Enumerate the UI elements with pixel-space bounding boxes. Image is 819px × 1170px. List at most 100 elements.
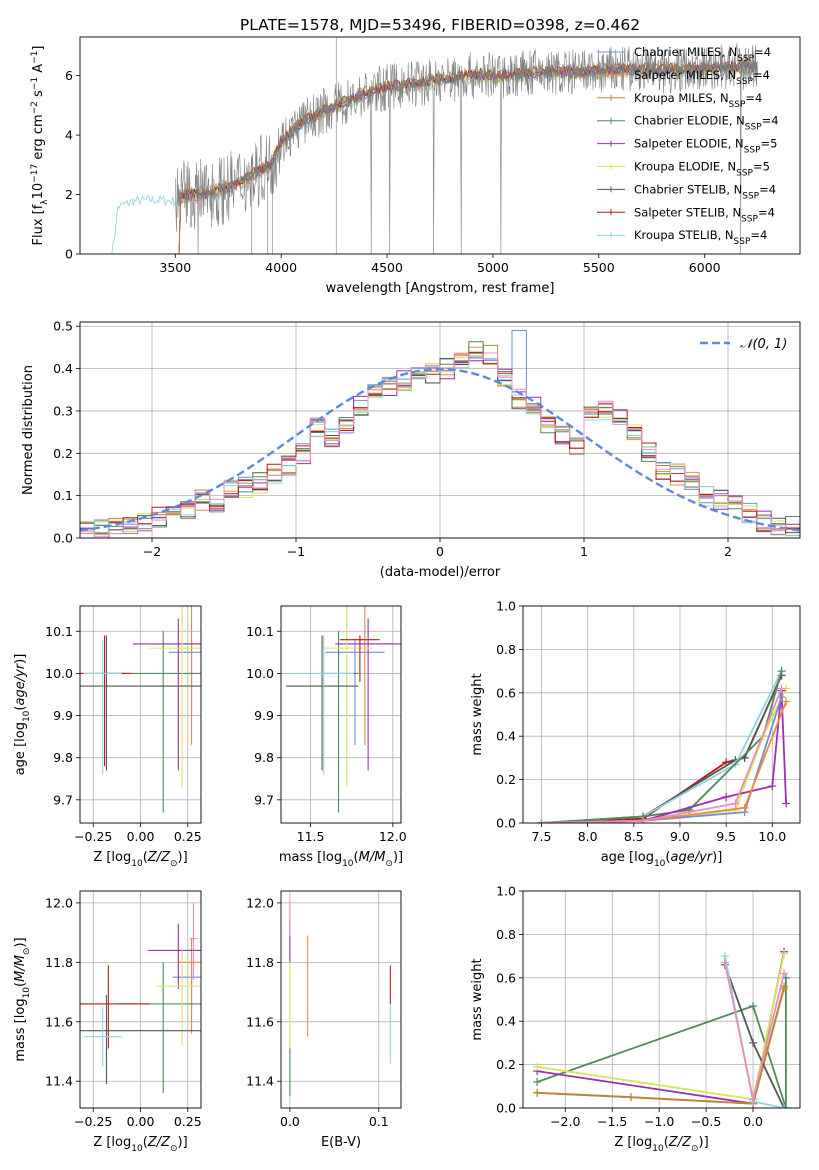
- panel-ebv_mass: 0.0 0.1 11.4 11.6 11.8 12.0 E(B-V): [246, 890, 402, 1150]
- x-tick-label: 0.0: [280, 1114, 300, 1129]
- panel-z_age: −0.25 0.00 0.25 9.7 9.8 9.9 10.0 10.1 Z [log10(Z…: [13, 605, 202, 869]
- plot-area-age_weight: [537, 667, 791, 823]
- axes-frame: [79, 36, 801, 255]
- y-tick-label: 0.8: [496, 927, 516, 942]
- y-tick-label: 11.8: [45, 955, 73, 970]
- x-tick-label: 9.5: [716, 829, 736, 844]
- x-tick-label: 0: [436, 544, 444, 559]
- y-axis-label: age [log10(age/yr)]: [13, 654, 32, 776]
- y-tick-label: 0.6: [496, 685, 516, 700]
- x-tick-label: −1.5: [597, 1114, 627, 1129]
- y-tick-label: 1.0: [496, 599, 516, 614]
- x-tick-label: −0.5: [691, 1114, 721, 1129]
- y-axis-label: mass weight: [470, 958, 485, 1040]
- x-axis-label: E(B-V): [321, 1135, 361, 1150]
- y-tick-label: 1.0: [496, 884, 516, 899]
- y-tick-label: 0.4: [496, 1014, 516, 1029]
- y-tick-label: 10.0: [246, 666, 274, 681]
- legend-label: Chabrier MILES, NSSP=4: [634, 45, 771, 64]
- y-tick-label: 0.6: [496, 970, 516, 985]
- y-tick-label: 0.2: [53, 446, 73, 461]
- y-tick-label: 11.6: [45, 1014, 73, 1029]
- y-axis-label: Flux [fλ10−17 erg cm−2 s−1 A−1]: [30, 46, 50, 246]
- x-tick-label: 9.0: [670, 829, 690, 844]
- x-tick-label: 8.5: [624, 829, 644, 844]
- y-tick-label: 0.2: [496, 1057, 516, 1072]
- x-axis-label: (data-model)/error: [380, 565, 501, 580]
- x-tick-label: 0.25: [174, 1114, 202, 1129]
- x-tick-label: 11.5: [297, 829, 325, 844]
- legend-label: Kroupa ELODIE, NSSP=5: [634, 160, 770, 179]
- x-tick-label: 0.00: [127, 1114, 155, 1129]
- x-tick-label: 4000: [265, 260, 297, 275]
- x-axis-label: Z [log10(Z/Z⊙)]: [93, 1135, 187, 1154]
- plot-area-spectrum: [111, 37, 758, 254]
- x-axis-label: Z [log10(Z/Z⊙)]: [614, 1135, 708, 1154]
- weight-line: [541, 688, 783, 823]
- figure-title: PLATE=1578, MJD=53496, FIBERID=0398, z=0…: [240, 16, 640, 34]
- y-axis-label: Normed distribution: [21, 365, 36, 495]
- y-tick-label: 0.2: [496, 772, 516, 787]
- y-tick-label: 11.4: [45, 1074, 73, 1089]
- y-tick-label: 9.9: [53, 708, 73, 723]
- x-tick-label: 0.0: [743, 1114, 763, 1129]
- x-axis-label: wavelength [Angstrom, rest frame]: [326, 281, 555, 296]
- y-tick-label: 4: [65, 128, 73, 143]
- legend-label: 𝒩(0, 1): [740, 337, 787, 352]
- y-tick-label: 0.8: [496, 642, 516, 657]
- axes-frame: [522, 605, 801, 824]
- plot-area-z_age: [80, 606, 201, 813]
- y-axis-label: mass weight: [470, 673, 485, 755]
- x-tick-label: 8.0: [578, 829, 598, 844]
- y-tick-label: 12.0: [246, 895, 274, 910]
- y-tick-label: 0.0: [53, 531, 73, 546]
- x-tick-label: 6000: [689, 260, 721, 275]
- plot-area-mass_age: [285, 606, 401, 813]
- x-tick-label: 5500: [583, 260, 615, 275]
- y-tick-label: 0.1: [53, 488, 73, 503]
- x-tick-label: −2.0: [550, 1114, 580, 1129]
- x-tick-label: −2: [143, 544, 161, 559]
- axes-frame: [280, 605, 402, 824]
- x-tick-label: 4500: [371, 260, 403, 275]
- y-tick-label: 10.1: [45, 624, 73, 639]
- legend-label: Salpeter MILES, NSSP=4: [634, 68, 770, 87]
- residual-histogram: [80, 352, 800, 537]
- weight-line: [536, 977, 787, 1108]
- normal-curve: [80, 367, 800, 532]
- y-tick-label: 0.0: [496, 1101, 516, 1116]
- y-tick-label: 9.7: [254, 792, 274, 807]
- x-tick-label: 1: [580, 544, 588, 559]
- y-tick-label: 11.4: [246, 1074, 274, 1089]
- x-axis-label: Z [log10(Z/Z⊙)]: [93, 850, 187, 869]
- y-tick-label: 11.8: [246, 955, 274, 970]
- y-tick-label: 10.0: [45, 666, 73, 681]
- x-tick-label: 0.1: [369, 1114, 389, 1129]
- x-axis-label: mass [log10(M/M⊙)]: [279, 850, 403, 869]
- plot-area-z_mass: [80, 902, 201, 1094]
- x-axis-label: age [log10(age/yr)]: [601, 850, 723, 869]
- x-tick-label: 3500: [159, 260, 191, 275]
- x-tick-label: 7.5: [532, 829, 552, 844]
- x-tick-label: 2: [724, 544, 732, 559]
- x-tick-label: 10.0: [758, 829, 786, 844]
- panel-residuals: −2 −1 0 1 2 0.0 0.1 0.2 0.3 0.4 0.5 𝒩(0, 1) (data-mo…: [21, 319, 801, 580]
- y-tick-label: 0: [65, 247, 73, 262]
- axes-frame: [280, 890, 402, 1109]
- y-tick-label: 11.6: [246, 1014, 274, 1029]
- x-tick-label: 12.0: [379, 829, 407, 844]
- panel-z_mass: −0.25 0.00 0.25 11.4 11.6 11.8 12.0 Z [log10(Z/…: [13, 890, 202, 1154]
- y-tick-label: 0.5: [53, 319, 73, 334]
- y-tick-label: 0.3: [53, 403, 73, 418]
- y-tick-label: 9.7: [53, 792, 73, 807]
- x-tick-label: 0.25: [174, 829, 202, 844]
- panel-z_weight: −2.0 −1.5 −1.0 −0.5 0.0 0.0 0.2 0.4 0.6 0.8 1.0 Z […: [470, 884, 801, 1154]
- x-tick-label: −1: [287, 544, 305, 559]
- plot-area-ebv_mass: [289, 899, 391, 1097]
- panel-spectrum: 3500 4000 4500 5000 5500 6000 0 2 4 6 wavelength […: [30, 36, 801, 296]
- x-tick-label: −0.25: [74, 829, 112, 844]
- y-tick-label: 0.4: [496, 729, 516, 744]
- y-tick-label: 0.4: [53, 361, 73, 376]
- y-tick-label: 0.0: [496, 816, 516, 831]
